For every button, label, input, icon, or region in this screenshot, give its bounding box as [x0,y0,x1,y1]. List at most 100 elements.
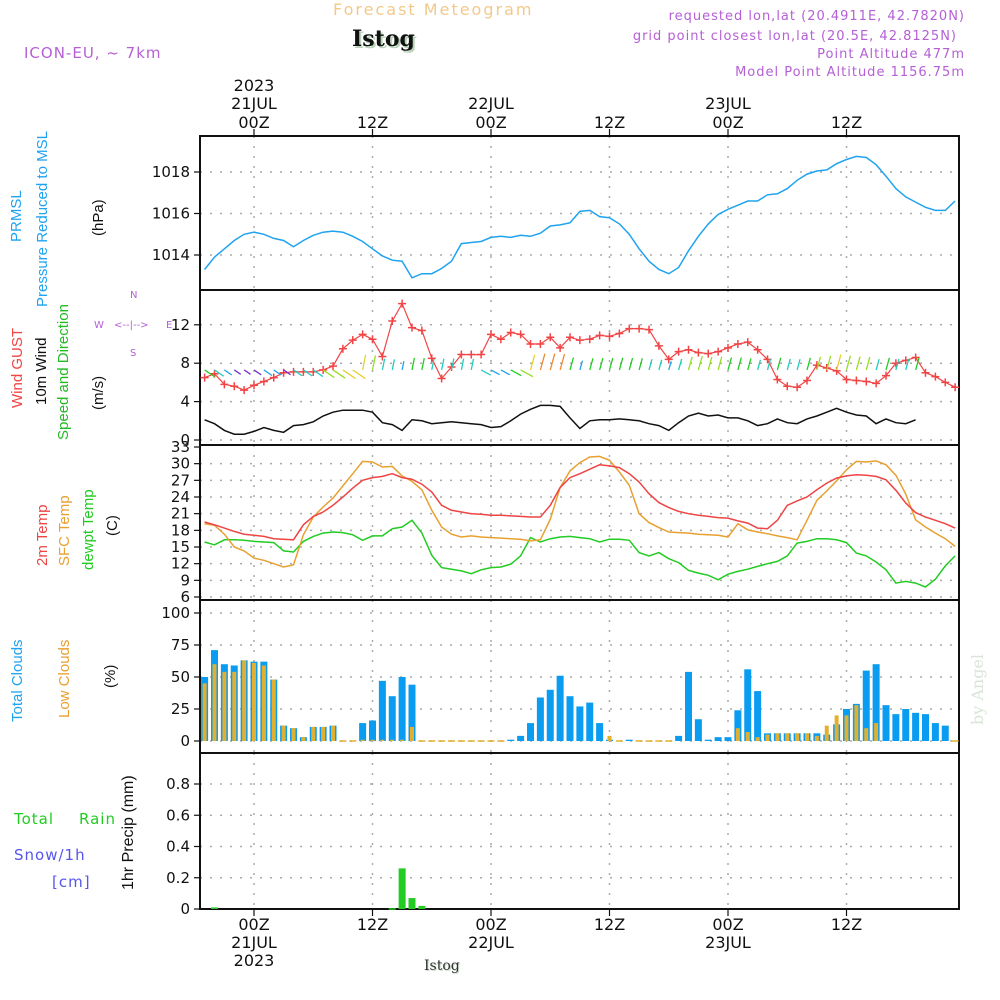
bottom-time-label: 12Z [594,915,625,934]
compass-s: S [130,348,137,359]
gust-marker [250,381,258,390]
low-cloud-bar [814,735,819,741]
gust-marker [506,328,515,337]
bottom-date-label: 21JUL [231,933,277,952]
gust-marker [694,348,703,357]
bottom-time-label: 00Z [475,915,506,934]
wind-arrow [677,358,683,371]
y-tick-label: 18 [171,521,190,539]
wind-arrow [668,361,672,371]
y-tick-label: 15 [171,538,190,556]
panel-frame [199,752,960,910]
total-cloud-bar [378,680,386,741]
wind-arrow [283,369,291,376]
wind-arrow [747,358,752,371]
y-tick-label: 30 [171,455,190,473]
wind-arrow [214,369,225,377]
top-date-label: 23JUL [705,94,751,113]
wind-arrow [835,354,842,371]
chart-title: Forecast Meteogram [333,0,534,19]
gust-marker [635,324,644,333]
low-cloud-bar [281,725,286,741]
total-cloud-bar [507,739,515,741]
gust-marker [427,354,436,363]
total-cloud-bar [517,735,525,741]
total-cloud-bar [359,723,367,741]
low-cloud-bar [745,732,750,741]
wind-arrow [816,356,822,371]
low-cloud-bar [222,671,227,741]
low-cloud-bar [755,737,760,741]
gust-marker [437,374,446,383]
low-cloud-bar [202,683,207,741]
wind-arrow [717,356,723,371]
low-cloud-bar [212,664,217,741]
gust-marker [457,350,466,359]
wind-arrow [559,353,566,371]
low-cloud-bar [834,715,839,741]
rain-bar [418,905,426,909]
bottom-date-label: 23JUL [705,933,751,952]
wind-arrow [865,356,871,371]
wind-arrow [796,359,801,371]
low-cloud-bar [291,728,296,741]
low-cloud-bar [271,679,276,741]
low-cloud-bar [400,739,405,741]
wind-arrow [549,353,556,371]
total-cloud-bar [527,723,534,741]
bottom-year-label: 2023 [234,951,275,970]
wind-arrow [460,358,465,371]
gust-marker [240,386,249,395]
bottom-time-label: 12Z [831,915,862,934]
gust-marker [724,343,732,352]
gust-marker [200,373,209,382]
gust-marker [398,299,407,308]
low-cloud-bar [765,734,770,741]
y-tick-label: 0.2 [166,869,190,887]
total-cloud-bar [872,664,880,741]
y-tick-label: 21 [171,505,190,523]
gust-marker [487,330,495,339]
y-tick-label: 1018 [152,163,190,181]
y-tick-label: 6 [180,588,190,606]
gust-marker [378,352,387,361]
wind-arrow [520,369,534,378]
wind-arrow [224,369,233,376]
total-cloud-bar [862,670,870,741]
y-tick-label: 0.8 [166,775,190,793]
wind-arrow [914,357,920,371]
gust-marker [882,371,890,380]
top-time-label: 12Z [594,113,625,132]
low-cloud-bar [360,739,365,741]
total-cloud-bar [675,735,683,741]
rain-bar [408,898,416,909]
wind-arrow [608,357,614,371]
gust-marker [269,373,278,382]
bottom-time-label: 00Z [238,915,269,934]
y-tick-label: 75 [171,636,190,654]
gust-marker [417,326,426,335]
wind-arrow [569,357,575,371]
snow-unit: [cm] [52,873,91,891]
low-cloud-bar [380,739,385,741]
footer-station: Istog [424,958,460,974]
gust-marker [714,347,723,356]
wind-arrow [361,354,367,371]
grid-point-coordinates: grid point closest lon,lat (20.5E, 42.81… [632,29,957,44]
gust-marker [605,332,614,341]
low-cloud-bar [864,728,869,741]
gust-marker [368,335,377,344]
y-tick-label: 100 [161,604,190,622]
top-time-label: 12Z [831,113,862,132]
gust-marker [941,378,950,387]
gust-marker [536,340,545,348]
gust-marker [664,355,673,364]
total-cloud-bar [546,689,554,741]
gust-marker [773,375,782,384]
gust-marker [684,345,693,354]
compass-arrows: <--|--> [114,320,149,331]
wind10m-line [204,404,916,435]
wind-arrow [727,357,733,371]
wind-arrow [500,369,511,376]
wind-arrow [490,369,500,376]
